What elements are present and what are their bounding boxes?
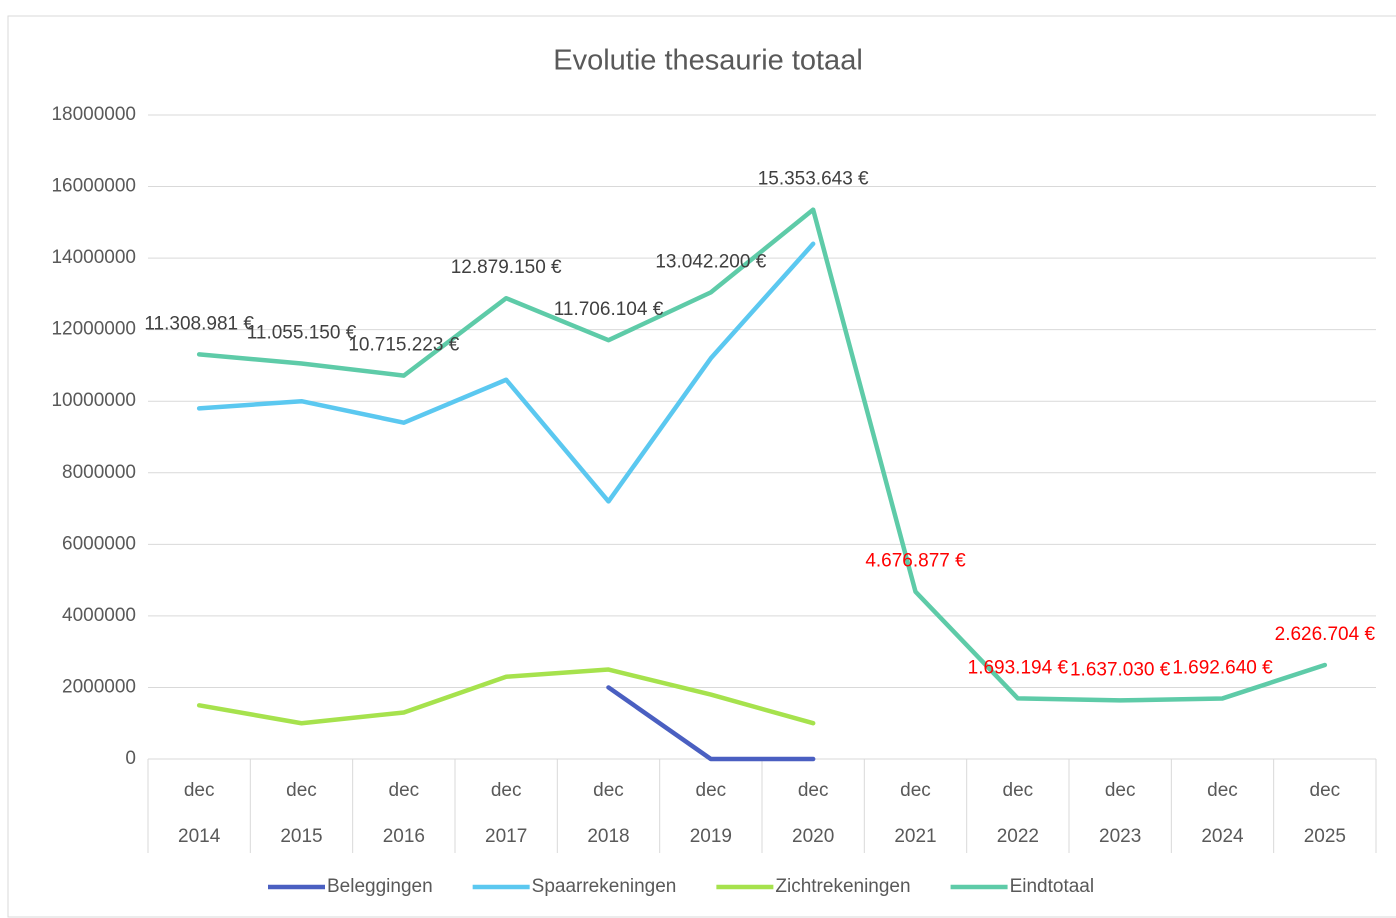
x-tick-label: dec	[1003, 780, 1034, 801]
data-label: 1.693.194 €	[968, 657, 1069, 678]
x-tick-label: dec	[491, 780, 522, 801]
x-tick-label: dec	[1310, 780, 1341, 801]
chart-title: Evolutie thesaurie totaal	[553, 45, 863, 77]
y-tick-label: 0	[125, 748, 136, 769]
x-tick-label: 2020	[792, 826, 834, 847]
x-tick-label: dec	[286, 780, 317, 801]
series-line	[196, 241, 816, 504]
x-tick-label: 2018	[587, 826, 629, 847]
data-label: 1.692.640 €	[1172, 657, 1273, 678]
data-label: 10.715.223 €	[348, 335, 459, 356]
x-tick-label: dec	[184, 780, 215, 801]
data-label: 12.879.150 €	[451, 257, 562, 278]
data-label: 4.676.877 €	[865, 551, 966, 572]
y-tick-label: 12000000	[51, 319, 136, 340]
data-label: 15.353.643 €	[758, 169, 869, 190]
x-tick-label: dec	[1105, 780, 1136, 801]
x-tick-label: dec	[798, 780, 829, 801]
data-label: 11.706.104 €	[554, 299, 664, 320]
x-tick-label: 2021	[894, 826, 936, 847]
x-tick-label: 2017	[485, 826, 527, 847]
series-line	[606, 685, 816, 762]
series-line	[196, 207, 1328, 703]
data-label: 11.055.150 €	[247, 322, 357, 343]
x-tick-label: 2019	[690, 826, 732, 847]
y-tick-label: 4000000	[62, 605, 136, 626]
x-tick-label: 2025	[1304, 826, 1346, 847]
data-label: 13.042.200 €	[655, 251, 766, 272]
x-tick-label: dec	[389, 780, 420, 801]
data-label: 11.308.981 €	[144, 313, 254, 334]
x-tick-label: 2022	[997, 826, 1039, 847]
x-tick-label: 2014	[178, 826, 221, 847]
y-tick-label: 8000000	[62, 462, 136, 483]
x-tick-label: 2015	[280, 826, 322, 847]
x-tick-label: dec	[696, 780, 727, 801]
x-tick-label: dec	[593, 780, 624, 801]
data-label: 1.637.030 €	[1070, 659, 1171, 680]
series-line	[196, 667, 816, 726]
legend-label: Beleggingen	[327, 876, 433, 897]
y-tick-label: 14000000	[51, 247, 136, 268]
x-tick-label: 2016	[383, 826, 425, 847]
data-label: 2.626.704 €	[1275, 624, 1376, 645]
legend-label: Zichtrekeningen	[775, 876, 910, 897]
legend-label: Spaarrekeningen	[532, 876, 677, 897]
legend-label: Eindtotaal	[1010, 876, 1095, 897]
y-tick-label: 18000000	[51, 104, 136, 125]
y-tick-label: 16000000	[51, 176, 136, 197]
x-tick-label: 2024	[1201, 826, 1244, 847]
y-tick-label: 2000000	[62, 676, 136, 697]
x-tick-label: dec	[900, 780, 931, 801]
x-tick-label: dec	[1207, 780, 1238, 801]
y-tick-label: 6000000	[62, 533, 136, 554]
y-tick-label: 10000000	[51, 390, 136, 411]
chart-border	[7, 15, 1396, 918]
x-tick-label: 2023	[1099, 826, 1141, 847]
